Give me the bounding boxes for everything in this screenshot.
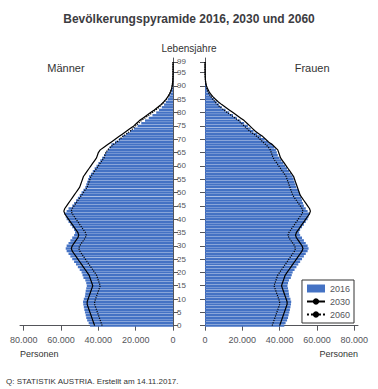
svg-text:80.000: 80.000 (341, 335, 369, 345)
svg-text:65: 65 (177, 148, 186, 157)
svg-text:60.000: 60.000 (303, 335, 331, 345)
svg-text:Personen: Personen (20, 349, 59, 359)
svg-text:45: 45 (177, 201, 186, 210)
svg-text:Bevölkerungspyramide 2016, 203: Bevölkerungspyramide 2016, 2030 und 2060 (63, 12, 315, 26)
svg-text:Q: STATISTIK AUSTRIA. Erstellt: Q: STATISTIK AUSTRIA. Erstellt am 14.11.… (6, 377, 179, 386)
svg-text:35: 35 (177, 228, 186, 237)
svg-text:Frauen: Frauen (295, 62, 330, 74)
svg-text:55: 55 (177, 175, 186, 184)
svg-text:20: 20 (177, 268, 186, 277)
svg-text:40: 40 (177, 215, 186, 224)
svg-text:25: 25 (177, 255, 186, 264)
svg-text:20.000: 20.000 (122, 335, 150, 345)
svg-text:20.000: 20.000 (229, 335, 257, 345)
svg-text:70: 70 (177, 135, 186, 144)
svg-text:99: 99 (177, 57, 186, 66)
svg-text:0: 0 (177, 321, 182, 330)
svg-text:40.000: 40.000 (266, 335, 294, 345)
svg-text:Lebensjahre: Lebensjahre (161, 43, 216, 54)
svg-text:2030: 2030 (330, 297, 350, 307)
svg-text:80.000: 80.000 (10, 335, 38, 345)
svg-text:85: 85 (177, 95, 186, 104)
svg-text:Personen: Personen (319, 349, 358, 359)
svg-text:10: 10 (177, 295, 186, 304)
svg-text:60.000: 60.000 (47, 335, 75, 345)
svg-text:2016: 2016 (330, 284, 350, 294)
svg-text:0: 0 (170, 335, 175, 345)
svg-text:40.000: 40.000 (85, 335, 113, 345)
svg-text:0: 0 (202, 335, 207, 345)
svg-text:50: 50 (177, 188, 186, 197)
svg-text:60: 60 (177, 161, 186, 170)
svg-text:2060: 2060 (330, 310, 350, 320)
svg-text:90: 90 (177, 81, 186, 90)
svg-text:80: 80 (177, 108, 186, 117)
svg-text:Männer: Männer (47, 62, 85, 74)
svg-text:95: 95 (177, 68, 186, 77)
svg-text:30: 30 (177, 241, 186, 250)
svg-text:75: 75 (177, 121, 186, 130)
svg-text:15: 15 (177, 281, 186, 290)
svg-text:5: 5 (177, 308, 182, 317)
